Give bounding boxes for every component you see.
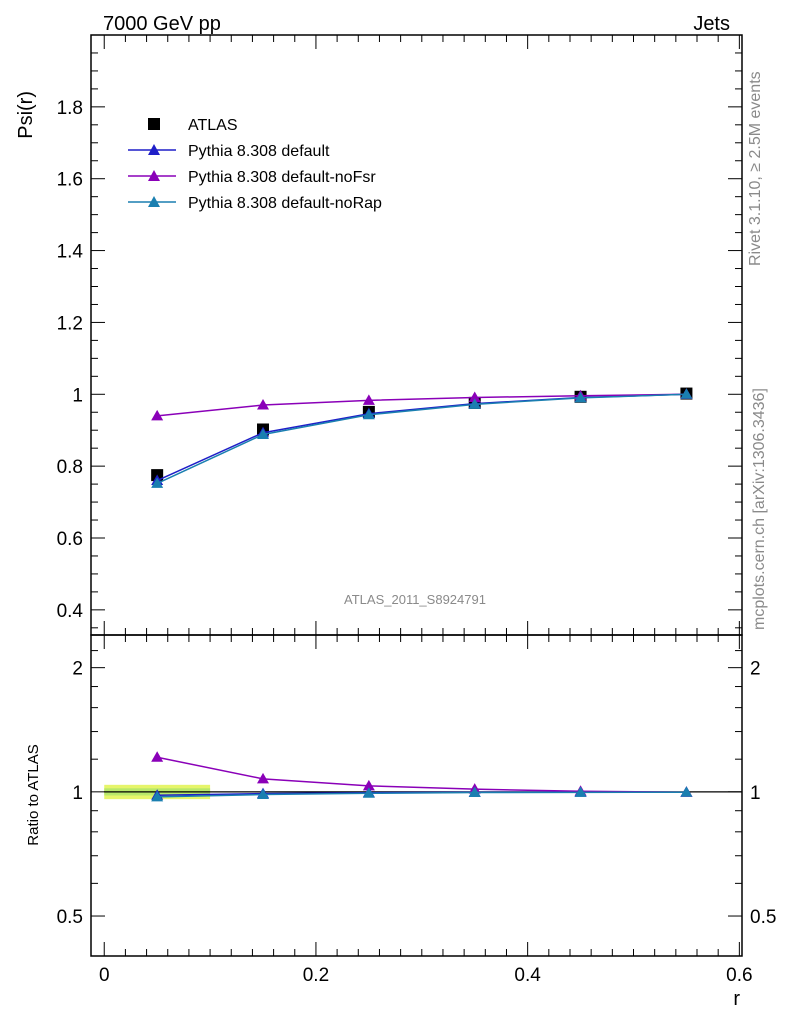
data-point (680, 388, 693, 399)
ratio-point (257, 772, 270, 784)
ratio-point (574, 786, 587, 797)
ratio-point (151, 790, 164, 802)
data-point (362, 408, 375, 420)
header-left: 7000 GeV pp (103, 13, 221, 35)
ratio-point (257, 788, 270, 800)
legend-label: Pythia 8.308 default-noRap (188, 195, 382, 212)
legend-label: Pythia 8.308 default (188, 143, 330, 160)
x-tick-label: 0.4 (514, 965, 541, 986)
header-right: Jets (693, 13, 730, 35)
data-point (257, 428, 270, 440)
y-tick-label: 0.5 (57, 907, 83, 928)
data-point (468, 398, 481, 409)
y-tick-label-right: 0.5 (750, 907, 776, 928)
main-panel: 0.4 0.6 0.8 1 1.2 1.4 1.6 1.8 (57, 35, 742, 635)
rivet-label: Rivet 3.1.10, ≥ 2.5M events (747, 71, 764, 266)
series-line (157, 393, 687, 417)
legend-marker (148, 170, 160, 181)
ratio-line (157, 756, 687, 793)
y-tick-label: 1 (72, 385, 83, 406)
y-tick-label: 1.6 (57, 170, 83, 191)
y-tick-label: 0.4 (57, 601, 84, 622)
data-point (151, 409, 164, 421)
y-tick-label: 1 (72, 783, 83, 804)
y-tick-label: 0.6 (57, 529, 83, 550)
ratio-point (362, 787, 375, 798)
y-tick-label-right: 2 (750, 659, 761, 680)
ratio-frame (90, 634, 743, 957)
data-point (468, 391, 481, 403)
ratio-line (157, 791, 687, 798)
analysis-label: ATLAS_2011_S8924791 (344, 592, 486, 607)
x-tick-label: 0.6 (726, 965, 752, 986)
y-tick-label: 1.2 (57, 313, 83, 334)
legend: ATLAS Pythia 8.308 default Pythia 8.308 de… (128, 117, 382, 212)
data-point (151, 477, 164, 488)
mcplots-label: mcplots.cern.ch [arXiv:1306.3436] (751, 388, 768, 630)
ratio-point (468, 786, 481, 798)
ratio-ylabel: Ratio to ATLAS (25, 744, 42, 845)
series-line (156, 393, 687, 485)
legend-marker (148, 144, 160, 155)
xlabel: r (733, 988, 740, 1010)
y-tick-label-right: 1 (750, 783, 761, 804)
y-tick-label: 1.8 (57, 98, 83, 119)
ratio-panel: 0.5 0.5 1 1 2 2 0 0.2 0.4 0.6 (57, 635, 776, 986)
ratio-point (151, 751, 164, 762)
y-tick-label: 1.4 (57, 242, 84, 263)
data-point (574, 391, 587, 403)
data-point (257, 399, 270, 410)
x-tick-label: 0 (99, 965, 110, 986)
data-point (362, 394, 375, 405)
main-ylabel: Psi(r) (15, 91, 37, 139)
legend-marker (148, 118, 160, 130)
legend-label: ATLAS (188, 117, 238, 134)
ratio-point (680, 786, 693, 797)
x-tick-label: 0.2 (303, 965, 329, 986)
y-tick-label: 2 (72, 659, 83, 680)
legend-label: Pythia 8.308 default-noFsr (188, 169, 376, 186)
y-tick-label: 0.8 (57, 457, 83, 478)
ratio-point (362, 779, 375, 791)
legend-marker (148, 196, 160, 207)
